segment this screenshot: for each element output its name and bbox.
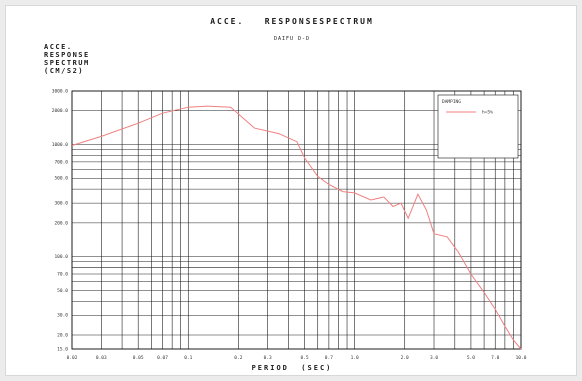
y-tick-label: 30.0 — [57, 313, 68, 319]
y-tick-label: 2000.0 — [52, 108, 69, 114]
x-tick-label: 0.2 — [234, 355, 242, 361]
legend-box — [437, 94, 519, 159]
chart-title: ACCE. RESPONSESPECTRUM — [210, 17, 374, 26]
y-axis-label-line-2: RESPONSE — [44, 51, 90, 59]
y-tick-label: 70.0 — [57, 271, 68, 277]
y-tick-label: 15.0 — [57, 347, 68, 353]
y-tick-label: 200.0 — [54, 220, 68, 226]
x-tick-label: 0.02 — [67, 355, 78, 361]
y-tick-label: 300.0 — [54, 201, 68, 207]
x-tick-label: 7.0 — [491, 355, 499, 361]
x-tick-label: 0.03 — [96, 355, 107, 361]
x-tick-label: 0.1 — [184, 355, 192, 361]
legend-entry: h=5% — [482, 110, 493, 116]
x-tick-label: 2.0 — [401, 355, 409, 361]
series-line — [71, 105, 522, 350]
y-tick-label: 3000.0 — [52, 89, 69, 95]
chart-subtitle: DAIFU D-D — [273, 36, 311, 42]
x-tick-label: 0.05 — [133, 355, 144, 361]
y-tick-label: 500.0 — [54, 176, 68, 182]
x-tick-label: 10.0 — [516, 355, 527, 361]
y-tick-label: 1000.0 — [52, 142, 69, 148]
y-axis-label-line-4: (CM/S2) — [44, 67, 85, 75]
x-tick-label: 3.0 — [430, 355, 438, 361]
y-tick-label: 50.0 — [57, 288, 68, 294]
x-tick-label: 0.5 — [300, 355, 308, 361]
chart-svg: 0.02 0.03 0.05 0.07 0.1 0.2 0.3 0.5 0.7 1.0 2.0 3.0… — [52, 89, 527, 362]
legend-title: DAMPING — [442, 99, 461, 105]
y-axis-label-line-3: SPECTRUM — [44, 59, 90, 67]
x-tick-label: 1.0 — [351, 355, 359, 361]
plot-frame — [71, 90, 522, 350]
x-tick-label: 5.0 — [467, 355, 475, 361]
x-tick-label: 0.7 — [325, 355, 333, 361]
y-tick-label: 20.0 — [57, 332, 68, 338]
y-tick-label: 100.0 — [54, 254, 68, 260]
y-axis-label-line-1: ACCE. — [44, 43, 73, 51]
x-tick-label: 0.3 — [264, 355, 272, 361]
x-tick-label: 0.07 — [157, 355, 168, 361]
legend: DAMPING h=5% — [437, 94, 519, 159]
x-axis-label: PERIOD (SEC) — [251, 364, 333, 372]
y-tick-label: 700.0 — [54, 159, 68, 165]
chart-page: ACCE. RESPONSESPECTRUM DAIFU D-D ACCE. R… — [5, 5, 577, 376]
